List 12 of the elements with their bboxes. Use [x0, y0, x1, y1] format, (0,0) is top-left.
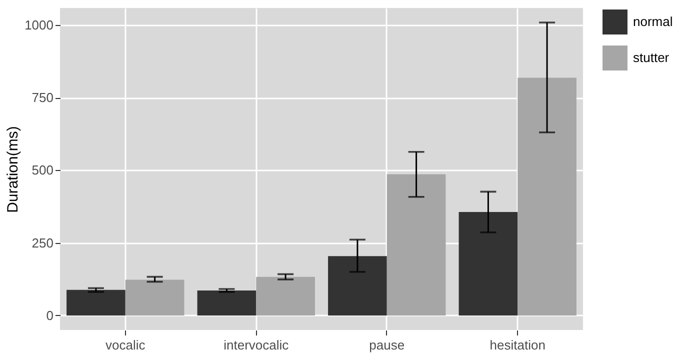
y-tick-label: 0: [46, 308, 54, 323]
x-tick-label: pause: [369, 338, 405, 352]
y-tick-label: 250: [32, 235, 54, 250]
legend-label: stutter: [633, 50, 670, 65]
x-tick-label: vocalic: [106, 338, 146, 352]
y-tick-label: 500: [32, 162, 54, 178]
x-tick-label: intervocalic: [224, 338, 290, 352]
y-axis-title: Duration(ms): [4, 126, 22, 213]
legend-label: normal: [633, 14, 673, 29]
y-tick-label: 1000: [24, 17, 54, 32]
y-tick-label: 750: [32, 90, 54, 106]
x-tick-label: hesitation: [490, 338, 546, 352]
